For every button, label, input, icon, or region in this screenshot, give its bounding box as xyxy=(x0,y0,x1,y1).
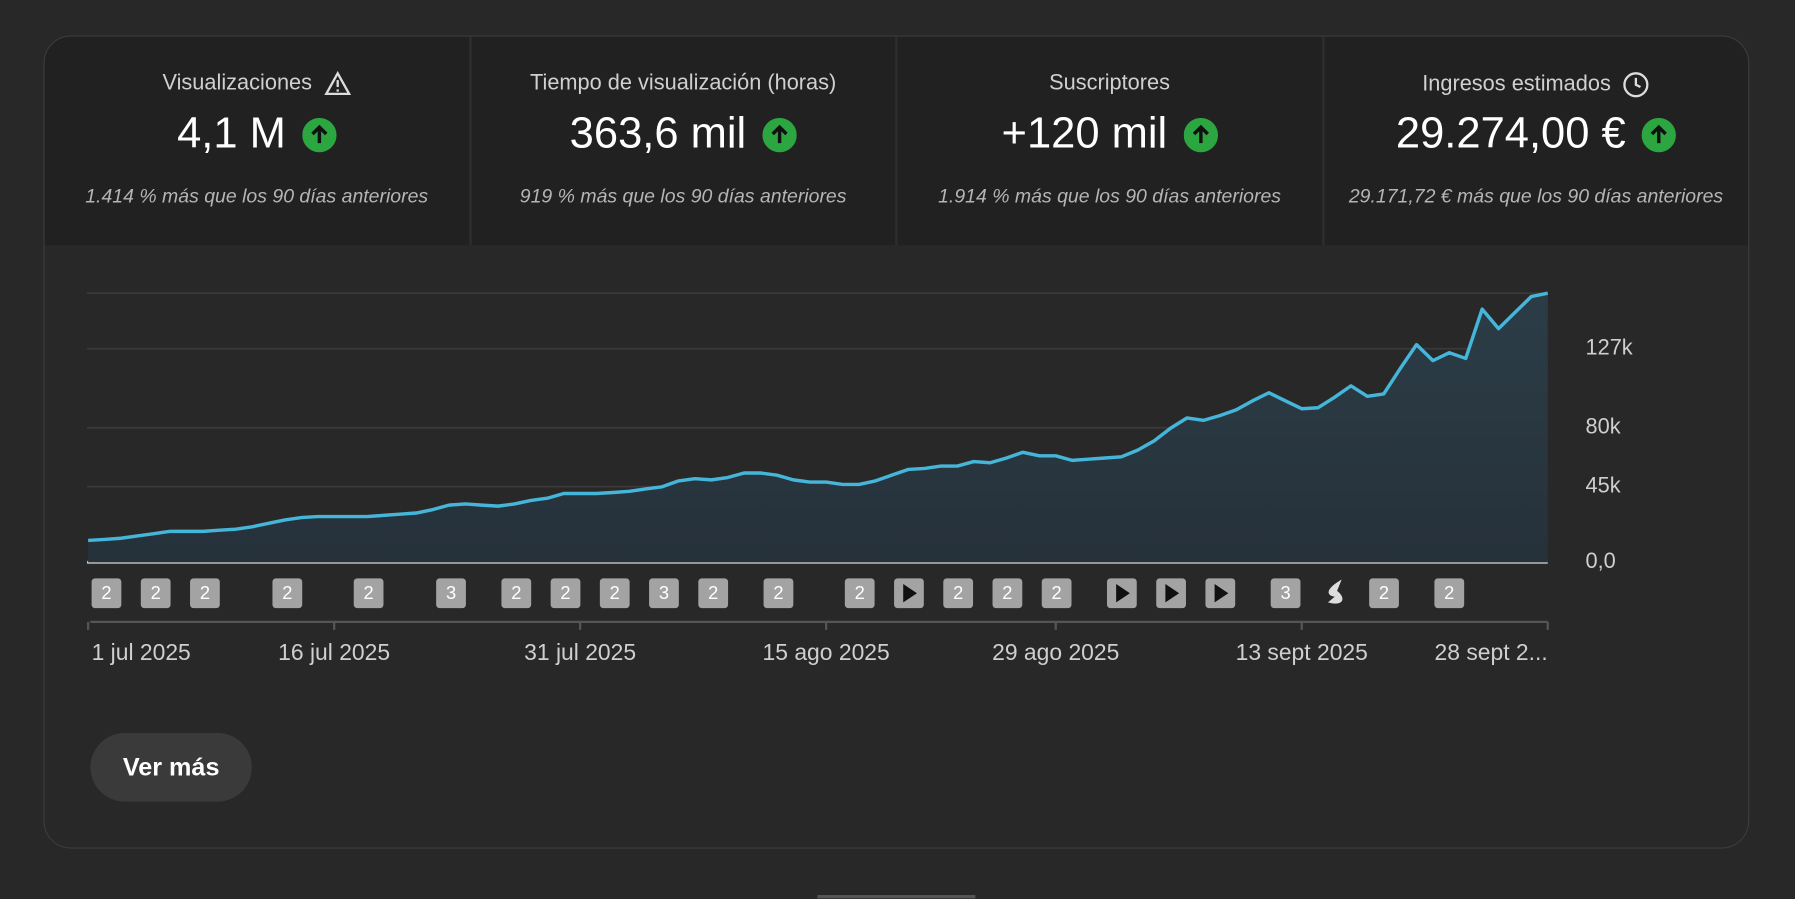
marker-label: 2 xyxy=(708,582,718,603)
marker-label: 3 xyxy=(1280,582,1290,603)
marker-label: 2 xyxy=(151,582,161,603)
marker-badge xyxy=(91,578,122,609)
play-icon xyxy=(1116,584,1130,603)
metric-value-row: 29.274,00 € xyxy=(1324,110,1748,159)
x-tick-label: 13 sept 2025 xyxy=(1236,639,1368,665)
metric-title-row: Suscriptores xyxy=(897,71,1321,96)
marker-badge xyxy=(1434,578,1465,609)
shorts-icon xyxy=(1327,579,1343,604)
marker-label: 2 xyxy=(511,582,521,603)
marker-label: 2 xyxy=(1444,582,1454,603)
y-tick-label: 80k xyxy=(1586,413,1621,438)
metric-card[interactable]: Visualizaciones 4,1 M 1.414 % más que lo… xyxy=(45,36,472,246)
metric-card[interactable]: Suscriptores +120 mil 1.914 % más que lo… xyxy=(897,36,1324,246)
up-icon xyxy=(301,117,337,152)
marker-badge xyxy=(1041,578,1072,609)
clock-icon xyxy=(1623,72,1649,98)
marker-badge xyxy=(992,578,1023,609)
marker-label: 2 xyxy=(1052,582,1062,603)
ver-mas-button[interactable]: Ver más xyxy=(90,732,252,802)
play-icon xyxy=(903,584,917,603)
metric-change: 919 % más que los 90 días anteriores xyxy=(519,185,847,208)
marker-badge xyxy=(599,578,630,609)
metric-title-row: Ingresos estimados xyxy=(1324,71,1748,98)
x-tick-label: 29 ago 2025 xyxy=(992,639,1119,665)
marker-label: 3 xyxy=(446,582,456,603)
x-tick-label: 1 jul 2025 xyxy=(92,639,191,665)
x-tick-label: 15 ago 2025 xyxy=(763,639,890,665)
marker-badge xyxy=(272,578,303,609)
metric-title: Suscriptores xyxy=(1049,71,1171,96)
metric-title-row: Tiempo de visualización (horas) xyxy=(471,71,895,96)
metric-change: 1.914 % más que los 90 días anteriores xyxy=(938,185,1282,208)
metric-value: 363,6 mil xyxy=(569,109,747,159)
area xyxy=(88,293,1548,563)
marker-label: 2 xyxy=(101,582,111,603)
metric-value-row: 4,1 M xyxy=(45,110,469,159)
x-tick-label: 28 sept 2... xyxy=(1435,639,1548,665)
marker-badge xyxy=(698,578,729,609)
marker-badge xyxy=(763,578,794,609)
marker-label: 2 xyxy=(560,582,570,603)
marker-badge xyxy=(844,578,875,609)
marker-badge xyxy=(1270,578,1301,609)
marker-badge xyxy=(436,578,466,609)
marker-badge xyxy=(943,578,974,609)
marker-label: 2 xyxy=(364,582,374,603)
marker-label: 2 xyxy=(200,582,210,603)
metric-value-row: +120 mil xyxy=(897,110,1321,159)
marker-label: 2 xyxy=(610,582,620,603)
metric-value: 4,1 M xyxy=(177,109,286,159)
marker-badge xyxy=(353,578,384,609)
marker-label: 2 xyxy=(855,582,865,603)
marker-label: 3 xyxy=(659,582,669,603)
up-icon xyxy=(762,117,797,152)
metric-title: Ingresos estimados xyxy=(1422,72,1611,97)
warning-icon xyxy=(323,71,351,96)
y-tick-label: 127k xyxy=(1586,334,1633,359)
metric-value: 29.274,00 € xyxy=(1395,109,1626,159)
marker-badge xyxy=(501,578,532,609)
up-icon xyxy=(1183,117,1218,152)
marker-badge xyxy=(1369,578,1399,609)
play-icon xyxy=(1214,584,1229,603)
marker-label: 2 xyxy=(282,582,292,603)
x-tick-label: 16 jul 2025 xyxy=(278,639,390,665)
line xyxy=(88,291,1549,543)
metric-title: Tiempo de visualización (horas) xyxy=(530,71,837,96)
play-icon xyxy=(1165,584,1180,603)
marker-badge xyxy=(190,578,220,609)
marker-label: 2 xyxy=(773,582,783,603)
metric-change: 1.414 % más que los 90 días anteriores xyxy=(85,185,429,208)
marker-badge xyxy=(550,578,581,609)
marker-badge xyxy=(140,578,171,609)
metric-change: 29.171,72 € más que los 90 días anterior… xyxy=(1348,185,1724,208)
metric-title-row: Visualizaciones xyxy=(45,71,469,96)
metric-cards: Visualizaciones 4,1 M 1.414 % más que lo… xyxy=(44,36,1749,246)
marker-badge xyxy=(649,578,679,609)
metric-value: +120 mil xyxy=(1001,109,1168,159)
metric-value-row: 363,6 mil xyxy=(471,110,895,159)
marker-label: 2 xyxy=(953,582,963,603)
y-tick-label: 45k xyxy=(1586,472,1621,497)
metric-title: Visualizaciones xyxy=(162,71,313,96)
x-tick-label: 31 jul 2025 xyxy=(524,639,636,665)
y-tick-label: 0,0 xyxy=(1586,548,1616,573)
marker-label: 2 xyxy=(1002,582,1012,603)
marker-label: 2 xyxy=(1379,582,1389,603)
metric-card[interactable]: Tiempo de visualización (horas) 363,6 mi… xyxy=(471,36,898,246)
metric-card[interactable]: Ingresos estimados 29.274,00 € 29.171,72… xyxy=(1324,37,1748,245)
up-icon xyxy=(1641,117,1677,152)
